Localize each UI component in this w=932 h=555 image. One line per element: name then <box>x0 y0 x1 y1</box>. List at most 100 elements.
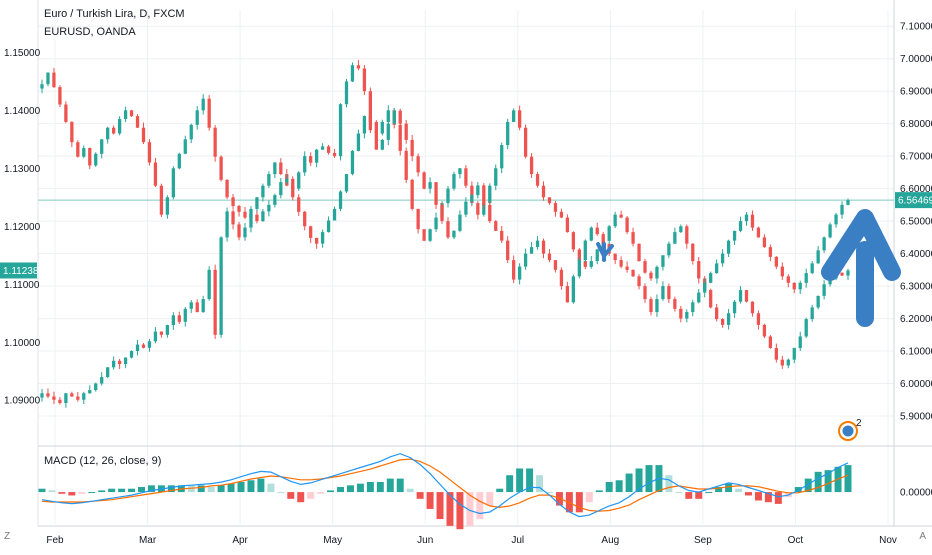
eurusd-candle <box>279 158 283 176</box>
eurtry-candle <box>452 230 456 240</box>
macd-y-tick-label: 0.00000 <box>900 488 932 499</box>
eurtry-candle <box>726 239 731 258</box>
eurtry-candle <box>840 201 844 219</box>
eurtry-candle <box>822 236 826 253</box>
eurtry-candle <box>750 210 755 231</box>
eurusd-candle <box>297 194 301 217</box>
auto-scale-button[interactable]: A <box>919 531 926 542</box>
eurusd-candle <box>685 224 689 249</box>
eurusd-candle <box>529 153 534 178</box>
eurtry-candle <box>577 257 581 279</box>
eurusd-candle <box>165 195 170 219</box>
x-tick-label: Sep <box>694 535 712 546</box>
eurusd-candle <box>177 152 181 170</box>
eurtry-candle <box>709 271 713 284</box>
eurtry-candle <box>583 239 587 263</box>
macd-histogram-bar <box>476 492 484 520</box>
eurusd-candle <box>709 288 713 309</box>
eurtry-candle <box>231 209 235 230</box>
eurtry-candle <box>410 134 414 162</box>
eurtry-candle <box>553 260 558 273</box>
eurtry-candle <box>762 234 767 248</box>
macd-indicator-label[interactable]: MACD (12, 26, close, 9) <box>44 455 162 467</box>
macd-histogram-bar <box>585 492 593 503</box>
eurusd-candle <box>231 194 235 210</box>
eurusd-candle <box>661 255 665 271</box>
eurtry-candle <box>703 278 707 298</box>
eurtry-candle <box>380 138 384 151</box>
eurtry-candle <box>798 280 802 294</box>
eurusd-candle <box>70 121 74 148</box>
eurtry-candle <box>744 212 749 226</box>
eurusd-candle <box>523 124 528 159</box>
x-tick-label: May <box>323 535 342 546</box>
macd-histogram-bar <box>197 485 205 493</box>
eurtry-candle <box>153 327 158 344</box>
eurtry-candle <box>661 281 665 301</box>
macd-histogram-bar <box>118 488 126 493</box>
macd-histogram-bar <box>526 468 534 493</box>
eurtry-last-price-label: 6.56469 <box>898 196 932 207</box>
eurtry-candle <box>732 230 737 245</box>
eurusd-candle <box>452 171 456 191</box>
eurusd-candle <box>738 286 743 304</box>
eurtry-candle <box>255 210 259 224</box>
eurtry-candle <box>261 208 265 222</box>
eurusd-candle <box>422 229 426 241</box>
zoom-button[interactable]: Z <box>4 531 11 542</box>
macd-histogram-bar <box>48 490 56 493</box>
eurtry-candle <box>249 210 253 233</box>
eurtry-candle <box>613 253 617 265</box>
eurtry-candle <box>171 312 175 330</box>
eurusd-candle <box>517 105 522 131</box>
macd-histogram-bar <box>804 478 812 493</box>
eurusd-candle <box>547 197 552 205</box>
eurtry-candle <box>649 296 653 316</box>
macd-histogram-bar <box>68 492 76 496</box>
macd-histogram-bar <box>764 492 772 503</box>
eurusd-candle <box>416 208 420 234</box>
eurtry-candle <box>129 350 134 359</box>
eurusd-candle <box>655 265 659 284</box>
x-tick-label: Apr <box>232 535 248 546</box>
eurusd-candle <box>595 248 599 265</box>
eurtry-candle <box>338 103 343 161</box>
event-badge-icon[interactable]: 2 <box>838 418 862 441</box>
eurtry-candle <box>58 397 62 405</box>
macd-histogram-bar <box>78 492 86 494</box>
eurtry-candle <box>697 288 701 304</box>
event-badge-count: 2 <box>856 418 862 429</box>
eurusd-candle <box>446 186 450 208</box>
eurusd-candle <box>189 123 193 144</box>
macd-histogram-bar <box>496 488 504 493</box>
eurtry-candle <box>350 62 355 83</box>
eurusd-candle <box>589 255 593 269</box>
macd-histogram-bar <box>595 490 603 493</box>
eurtry-candle <box>82 391 86 405</box>
x-tick-label: Feb <box>46 535 64 546</box>
eurtry-candle <box>673 296 677 312</box>
eurtry-candle <box>201 295 205 313</box>
eurtry-candle <box>715 259 719 274</box>
eurtry-candle <box>738 216 743 233</box>
x-tick-label: Jun <box>417 535 433 546</box>
left-y-tick-label: 1.11000 <box>4 280 40 291</box>
eurusd-candle <box>243 206 247 220</box>
eurusd-candle <box>106 126 110 144</box>
right-y-tick-label: 6.10000 <box>900 347 932 358</box>
eurtry-candle <box>756 226 761 238</box>
eurtry-candle <box>332 148 337 158</box>
eurtry-candle <box>123 357 128 369</box>
eurusd-candle <box>756 310 761 330</box>
eurtry-candle <box>595 222 599 236</box>
macd-histogram-bar <box>426 492 434 509</box>
macd-histogram-bar <box>645 465 653 493</box>
macd-histogram-bar <box>675 492 683 494</box>
macd-histogram-bar <box>456 492 464 530</box>
macd-histogram-bar <box>794 487 802 493</box>
eurtry-candle <box>446 217 450 240</box>
eurusd-candle <box>691 243 695 265</box>
